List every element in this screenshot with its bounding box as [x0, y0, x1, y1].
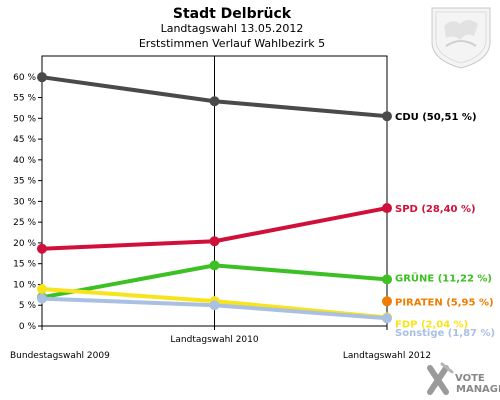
x-tick-label: Landtagswahl 2012 [343, 351, 431, 361]
vote-manager-logo: VOTE MANAGER [427, 362, 500, 395]
series-points [37, 72, 392, 324]
y-tick-label: 5 % [19, 301, 37, 311]
data-point-grüne [209, 260, 220, 271]
end-label-cdu: CDU (50,51 %) [395, 112, 477, 123]
x-tick-label: Bundestagswahl 2009 [10, 351, 110, 361]
plot-area: 0 % 5 % 10 % 15 % 20 % 25 % 30 % 35 % 40 % 45 % 50… [10, 55, 495, 361]
vote-manager-word-vote: VOTE [455, 373, 485, 384]
y-tick-label: 30 % [13, 197, 36, 207]
y-tick-label: 10 % [13, 280, 36, 290]
y-axis-ticks: 0 % 5 % 10 % 15 % 20 % 25 % 30 % 35 % 40 % 45 % 50… [13, 73, 42, 332]
chart-subtitle-date: Landtagswahl 13.05.2012 [161, 22, 304, 35]
y-tick-label: 15 % [13, 260, 36, 270]
y-tick-label: 40 % [13, 156, 36, 166]
y-tick-label: 45 % [13, 135, 36, 145]
y-tick-label: 55 % [13, 94, 36, 104]
y-tick-label: 60 % [13, 73, 36, 83]
data-point-grüne [382, 274, 392, 285]
data-point-piraten [382, 296, 392, 307]
chart-title: Stadt Delbrück [173, 6, 292, 22]
end-label-grüne: GRÜNE (11,22 %) [395, 270, 492, 284]
end-label-fdp: FDP (2,04 %) [395, 320, 468, 331]
chart-subtitle-district: Erststimmen Verlauf Wahlbezirk 5 [139, 37, 325, 50]
end-label-piraten: PIRATEN (5,95 %) [395, 297, 494, 308]
data-point-sonstige [37, 293, 47, 304]
data-point-spd [37, 243, 47, 254]
data-point-cdu [209, 96, 220, 107]
series-end-labels: CDU (50,51 %) SPD (28,40 %) GRÜNE (11,22 %… [395, 112, 495, 339]
data-point-fdp [37, 284, 47, 295]
coat-of-arms-icon [431, 7, 491, 69]
data-point-sonstige [382, 313, 392, 324]
data-point-sonstige [209, 300, 220, 311]
y-tick-label: 25 % [13, 218, 36, 228]
data-point-spd [382, 203, 392, 214]
y-tick-label: 20 % [13, 239, 36, 249]
data-point-spd [209, 236, 220, 247]
y-tick-label: 0 % [19, 322, 37, 332]
end-label-spd: SPD (28,40 %) [395, 204, 476, 215]
y-tick-label: 35 % [13, 177, 36, 187]
x-tick-label: Landtagswahl 2010 [170, 335, 259, 345]
end-label-sonstige: Sonstige (1,87 %) [395, 328, 495, 339]
data-point-cdu [37, 72, 47, 83]
y-tick-label: 50 % [13, 114, 36, 124]
data-point-cdu [382, 111, 392, 122]
vote-manager-word-manager: MANAGER [456, 384, 500, 395]
vote-manager-x-icon [427, 362, 454, 395]
